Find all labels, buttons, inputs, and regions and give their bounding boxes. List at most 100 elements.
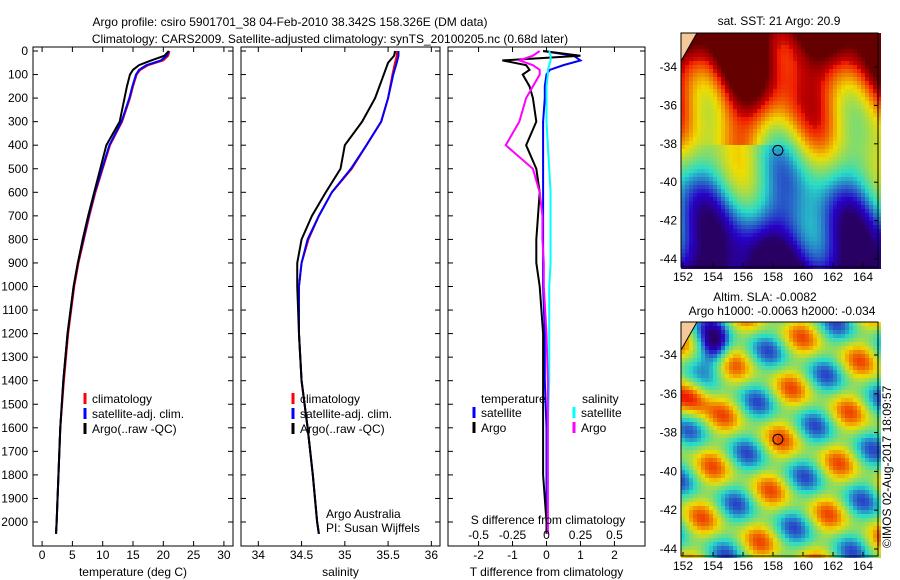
map-cell (765, 498, 769, 502)
map-cell (689, 514, 693, 518)
map-cell (829, 205, 833, 209)
map-cell (693, 185, 697, 189)
map-cell (717, 205, 721, 209)
map-cell (689, 85, 693, 89)
map-cell (817, 33, 821, 37)
map-cell (765, 125, 769, 129)
map-cell (877, 49, 881, 53)
map-cell (745, 197, 749, 201)
map-cell (825, 145, 829, 149)
map-cell (689, 382, 693, 386)
map-cell (685, 442, 689, 446)
map-cell (857, 261, 861, 265)
map-cell (697, 101, 701, 105)
map-cell (817, 121, 821, 125)
map-cell (685, 105, 689, 109)
map-cell (733, 494, 737, 498)
map-cell (845, 129, 849, 133)
map-cell (721, 149, 725, 153)
map-cell (821, 233, 825, 237)
map-cell (689, 434, 693, 438)
map-cell (833, 33, 837, 37)
map-cell (801, 37, 805, 41)
map-cell (849, 253, 853, 257)
map-cell (717, 229, 721, 233)
map-cell (705, 113, 709, 117)
map-cell (865, 157, 869, 161)
map-cell (681, 205, 685, 209)
map-cell (733, 189, 737, 193)
map-cell (765, 45, 769, 49)
map-cell (837, 113, 841, 117)
map-cell (845, 157, 849, 161)
map-cell (813, 165, 817, 169)
map-cell (797, 209, 801, 213)
map-cell (789, 37, 793, 41)
map-cell (701, 109, 705, 113)
map-cell (733, 526, 737, 530)
map-cell (689, 185, 693, 189)
map-cell (833, 197, 837, 201)
map-cell (821, 33, 825, 37)
map-cell (681, 57, 685, 61)
map-cell (757, 546, 761, 550)
map-cell (745, 386, 749, 390)
map-cell (845, 149, 849, 153)
map-cell (861, 77, 865, 81)
map-cell (713, 93, 717, 97)
map-cell (777, 77, 781, 81)
map-cell (805, 41, 809, 45)
map-cell (729, 454, 733, 458)
map-cell (705, 133, 709, 137)
map-cell (681, 221, 685, 225)
map-cell (785, 474, 789, 478)
map-cell (781, 398, 785, 402)
map-cell (725, 241, 729, 245)
map-cell (873, 57, 877, 61)
map-cell (821, 141, 825, 145)
map-cell (769, 257, 773, 261)
map-cell (685, 502, 689, 506)
map-cell (757, 153, 761, 157)
map-cell (681, 450, 685, 454)
map-cell (793, 522, 797, 526)
map-cell (801, 81, 805, 85)
map-cell (709, 490, 713, 494)
map-cell (777, 173, 781, 177)
map-cell (797, 101, 801, 105)
map-cell (757, 41, 761, 45)
map-cell (713, 502, 717, 506)
map-cell (833, 185, 837, 189)
map-cell (777, 426, 781, 430)
map-cell (853, 261, 857, 265)
map-cell (845, 169, 849, 173)
map-cell (721, 141, 725, 145)
map-cell (789, 498, 793, 502)
map-cell (721, 201, 725, 205)
map-cell (805, 73, 809, 77)
map-cell (773, 213, 777, 217)
map-cell (765, 249, 769, 253)
map-cell (781, 406, 785, 410)
map-cell (717, 454, 721, 458)
map-cell (861, 217, 865, 221)
map-cell (729, 354, 733, 358)
map-cell (809, 121, 813, 125)
map-cell (789, 426, 793, 430)
map-cell (801, 153, 805, 157)
map-cell (709, 109, 713, 113)
map-cell (865, 205, 869, 209)
map-cell (785, 386, 789, 390)
map-cell (749, 85, 753, 89)
map-cell (785, 426, 789, 430)
map-cell (765, 61, 769, 65)
map-cell (725, 446, 729, 450)
map-cell (749, 478, 753, 482)
map-cell (709, 506, 713, 510)
map-cell (817, 117, 821, 121)
map-cell (825, 57, 829, 61)
map-cell (765, 514, 769, 518)
map-cell (841, 41, 845, 45)
map-cell (809, 137, 813, 141)
